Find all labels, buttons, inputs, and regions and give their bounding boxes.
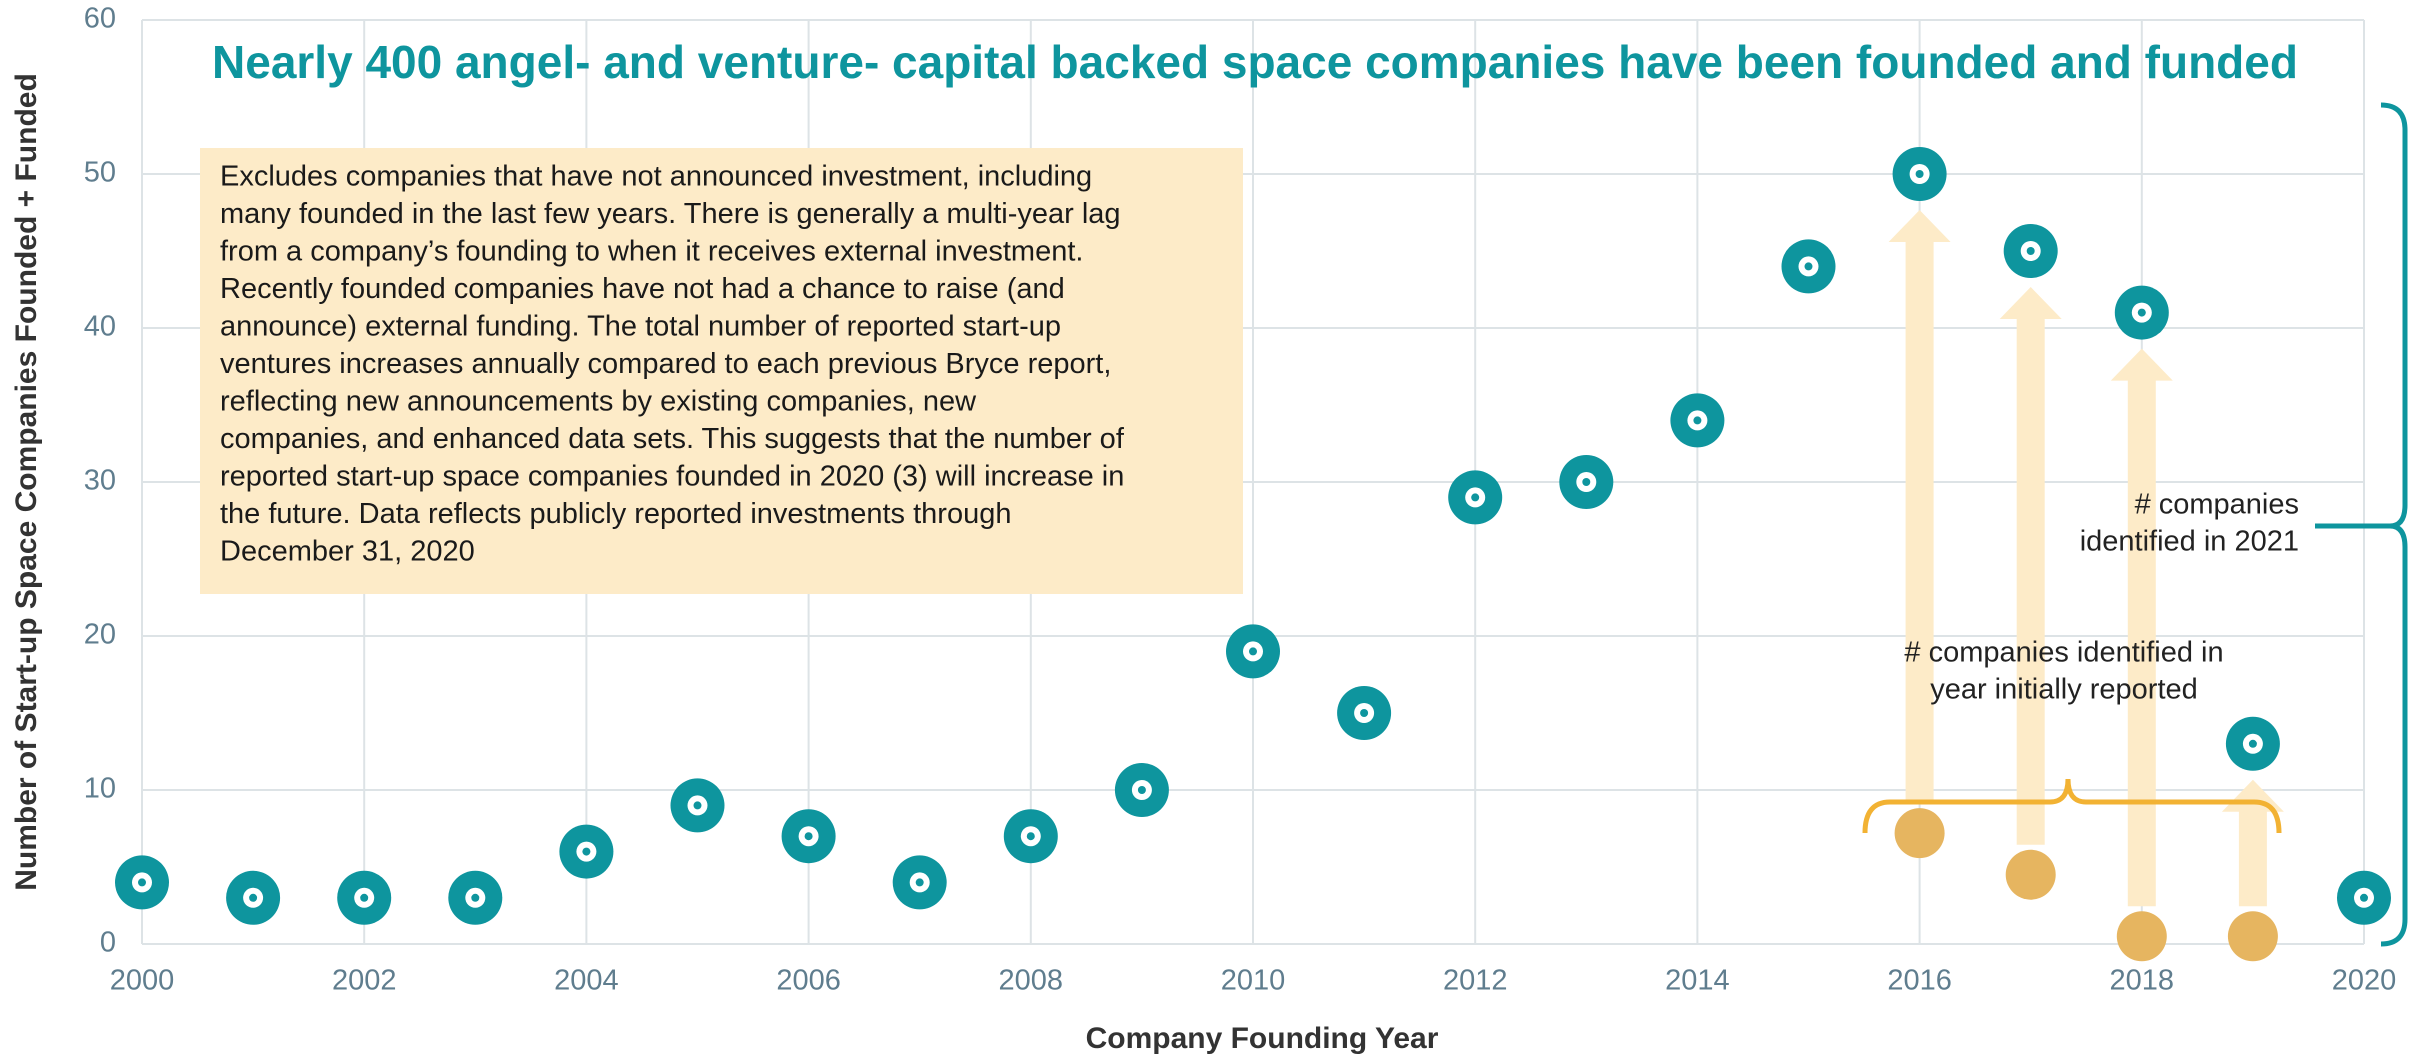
note-line: ventures increases annually compared to …	[220, 348, 1111, 380]
point	[1781, 239, 1836, 294]
x-tick-label: 2012	[1443, 965, 1508, 997]
x-tick-label: 2002	[332, 965, 397, 997]
note-line: from a company’s founding to when it rec…	[220, 236, 1083, 268]
point-center	[1137, 786, 1146, 794]
growth-arrow	[2221, 779, 2284, 907]
point	[226, 870, 281, 925]
x-tick-label: 2018	[2110, 965, 2175, 997]
point	[2337, 870, 2391, 925]
point-center	[1804, 262, 1813, 271]
point	[2003, 224, 2058, 278]
point	[1892, 147, 1947, 201]
annotation: identified in 2021	[2080, 526, 2299, 558]
x-tick-label: 2006	[776, 965, 841, 997]
point-center	[1582, 478, 1591, 486]
point-center	[1693, 416, 1702, 425]
point-center	[138, 878, 146, 887]
point-center	[1360, 709, 1369, 717]
note-line: announce) external funding. The total nu…	[220, 311, 1061, 343]
y-tick-label: 50	[84, 157, 116, 189]
point	[2116, 911, 2167, 962]
note-box	[200, 148, 1243, 594]
point	[1894, 808, 1945, 859]
point-center	[1026, 832, 1035, 841]
point	[2227, 911, 2278, 962]
note-line: companies, and enhanced data sets. This …	[220, 423, 1125, 455]
point-center	[804, 832, 813, 841]
point-center	[2026, 247, 2035, 255]
annotation: # companies	[2135, 489, 2299, 521]
y-tick-label: 40	[84, 311, 116, 343]
point	[1003, 809, 1058, 864]
y-tick-label: 0	[100, 927, 116, 959]
point	[670, 778, 725, 833]
note-line: the future. Data reflects publicly repor…	[220, 498, 1011, 530]
point	[1559, 455, 1614, 509]
point	[2114, 285, 2169, 340]
point-center	[360, 893, 369, 902]
point-center	[2360, 893, 2368, 902]
y-tick-label: 60	[84, 3, 116, 35]
point-center	[2248, 739, 2257, 748]
note-line: reflecting new announcements by existing…	[220, 386, 977, 418]
chart-title: Nearly 400 angel- and venture- capital b…	[212, 36, 2298, 88]
x-tick-label: 2014	[1665, 965, 1730, 997]
y-tick-label: 20	[84, 619, 116, 651]
point-center	[915, 878, 924, 887]
x-tick-label: 2016	[1887, 965, 1952, 997]
point	[781, 809, 836, 864]
point	[1226, 624, 1280, 679]
x-tick-label: 2010	[1221, 965, 1286, 997]
point	[892, 855, 947, 910]
x-tick-label: 2004	[554, 965, 619, 997]
note-line: Recently founded companies have not had …	[220, 273, 1065, 305]
note-line: December 31, 2020	[220, 536, 475, 568]
point	[1670, 393, 1725, 448]
point-center	[1915, 170, 1924, 178]
point	[1337, 686, 1392, 740]
point-center	[1249, 647, 1257, 656]
point	[559, 824, 614, 879]
brace-initial	[1862, 778, 2282, 834]
point-center	[249, 893, 258, 902]
point-center	[471, 893, 480, 902]
y-tick-label: 30	[84, 465, 116, 497]
point-center	[1471, 493, 1480, 502]
note-line: many founded in the last few years. Ther…	[220, 198, 1121, 230]
brace-2021	[2315, 102, 2408, 947]
y-tick-label: 10	[84, 773, 116, 805]
x-tick-label: 2008	[999, 965, 1064, 997]
y-axis-label: Number of Start-up Space Companies Found…	[10, 73, 43, 891]
x-axis-label: Company Founding Year	[1086, 1022, 1439, 1055]
point	[1448, 470, 1503, 525]
note-line: Excludes companies that have not announc…	[220, 161, 1092, 193]
growth-arrow	[1999, 287, 2062, 845]
point	[1114, 763, 1169, 817]
growth-arrow	[1888, 210, 1951, 804]
point	[115, 855, 169, 910]
x-tick-label: 2020	[2332, 965, 2397, 997]
point	[2005, 849, 2056, 900]
point-center	[2137, 308, 2146, 317]
point	[448, 870, 503, 925]
note-line: reported start-up space companies founde…	[220, 461, 1124, 493]
growth-arrow	[2110, 348, 2173, 907]
point	[337, 870, 392, 925]
point-center	[693, 801, 702, 810]
point	[2225, 716, 2280, 771]
x-tick-label: 2000	[110, 965, 175, 997]
annotation: # companies identified in	[1904, 637, 2223, 669]
point-center	[582, 847, 591, 856]
annotation: year initially reported	[1930, 674, 2198, 706]
